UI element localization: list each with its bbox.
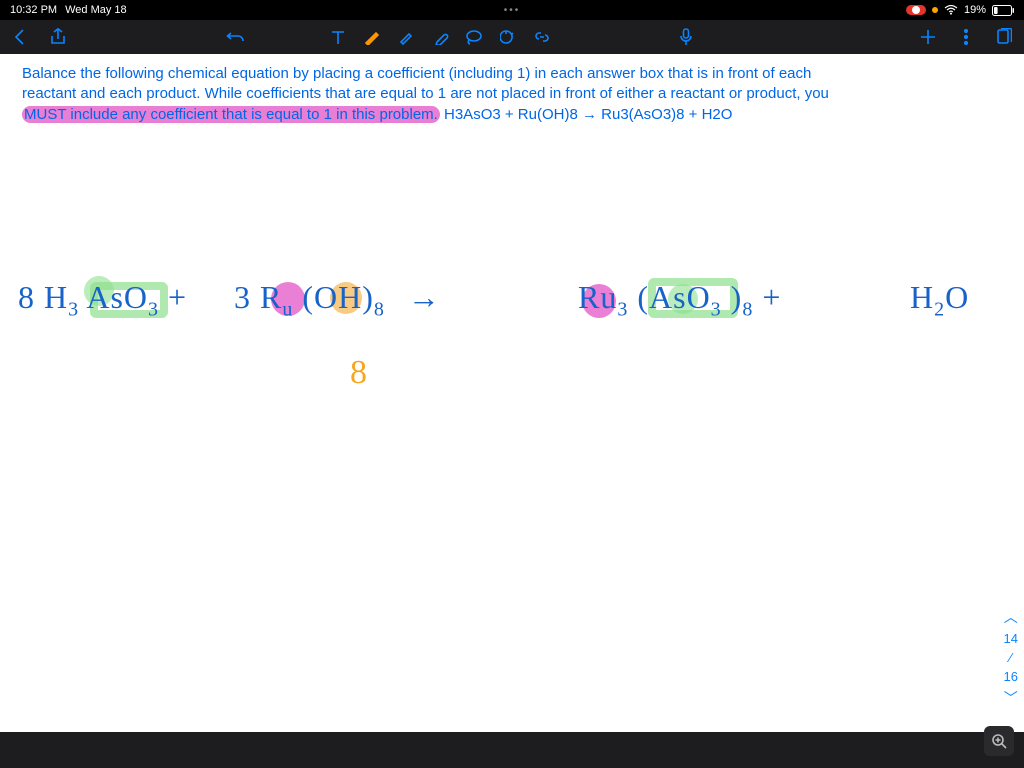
handwriting-product2: H2O bbox=[910, 279, 969, 321]
page-up-button[interactable]: ︿ bbox=[1004, 607, 1018, 627]
mic-button[interactable] bbox=[676, 27, 696, 47]
share-button[interactable] bbox=[48, 27, 68, 47]
pen-tool-icon[interactable] bbox=[362, 27, 382, 47]
status-date: Wed May 18 bbox=[65, 4, 127, 16]
hw-sub2: 2 bbox=[934, 298, 945, 320]
screen-recording-pill[interactable] bbox=[906, 5, 926, 15]
wifi-icon bbox=[944, 5, 958, 15]
hw-sub8b: 8 bbox=[742, 298, 753, 320]
hw-3R: 3 R bbox=[234, 279, 282, 315]
highlighter-tool-icon[interactable] bbox=[396, 27, 416, 47]
page-slash: ⁄ bbox=[1010, 650, 1012, 665]
note-canvas[interactable]: Balance the following chemical equation … bbox=[0, 54, 1024, 768]
hw-O: O bbox=[945, 279, 969, 315]
battery-icon bbox=[992, 5, 1014, 16]
app-toolbar bbox=[0, 20, 1024, 54]
hw-paren: ) bbox=[731, 279, 743, 315]
bottom-bar bbox=[0, 732, 1024, 768]
record-icon bbox=[912, 6, 920, 14]
toolbar-center bbox=[328, 27, 696, 47]
handwriting-layer: 8 H3 AsO3 + 3 Ru (OH)8 → Ru3 (AsO3 )8 + … bbox=[0, 54, 1024, 768]
handwriting-reactant2: 3 Ru (OH)8 → bbox=[234, 279, 444, 321]
hw-sub3b: 3 bbox=[148, 298, 159, 320]
handwriting-product1: Ru3 (AsO3 )8 + bbox=[578, 279, 781, 321]
hw-Ru: Ru bbox=[578, 279, 617, 315]
hw-plus1: + bbox=[168, 279, 187, 315]
status-time: 10:32 PM bbox=[10, 4, 57, 16]
hw-AsO2: (AsO bbox=[637, 279, 710, 315]
ipad-status-bar: 10:32 PM Wed May 18 ••• 19% bbox=[0, 0, 1024, 20]
shape-tool-icon[interactable] bbox=[498, 27, 518, 47]
battery-percent: 19% bbox=[964, 4, 986, 16]
eraser-tool-icon[interactable] bbox=[430, 27, 450, 47]
pages-button[interactable] bbox=[994, 27, 1014, 47]
undo-button[interactable] bbox=[226, 27, 246, 47]
link-tool-icon[interactable] bbox=[532, 27, 552, 47]
status-center-dots[interactable]: ••• bbox=[504, 5, 521, 16]
status-left: 10:32 PM Wed May 18 bbox=[10, 4, 127, 16]
page-total: 16 bbox=[1004, 669, 1018, 684]
hw-sub3c: 3 bbox=[617, 298, 628, 320]
hw-arrow: → bbox=[394, 279, 444, 315]
hw-sub3a: 3 bbox=[68, 298, 79, 320]
page-down-button[interactable]: ﹀ bbox=[1004, 688, 1018, 708]
hw-plus2: + bbox=[762, 279, 781, 315]
mic-indicator-icon bbox=[932, 7, 938, 13]
hw-8H: 8 H bbox=[18, 279, 68, 315]
back-button[interactable] bbox=[10, 27, 30, 47]
page-current: 14 bbox=[1004, 631, 1018, 646]
more-button[interactable] bbox=[956, 27, 976, 47]
lasso-tool-icon[interactable] bbox=[464, 27, 484, 47]
text-tool-icon[interactable] bbox=[328, 27, 348, 47]
handwriting-orange-8: 8 bbox=[350, 354, 367, 392]
hw-H: H bbox=[910, 279, 934, 315]
handwriting-reactant1: 8 H3 AsO3 + bbox=[18, 279, 187, 321]
hw-sub8a: 8 bbox=[374, 298, 385, 320]
toolbar-left bbox=[10, 27, 246, 47]
hw-OH: (OH) bbox=[302, 279, 374, 315]
toolbar-right bbox=[918, 27, 1014, 47]
status-right: 19% bbox=[906, 4, 1014, 16]
hw-AsO: AsO bbox=[86, 279, 148, 315]
page-navigator: ︿ 14 ⁄ 16 ﹀ bbox=[1004, 607, 1018, 708]
hw-subu: u bbox=[282, 298, 293, 320]
add-button[interactable] bbox=[918, 27, 938, 47]
hw-sub3d: 3 bbox=[711, 298, 722, 320]
zoom-button[interactable] bbox=[984, 726, 1014, 756]
